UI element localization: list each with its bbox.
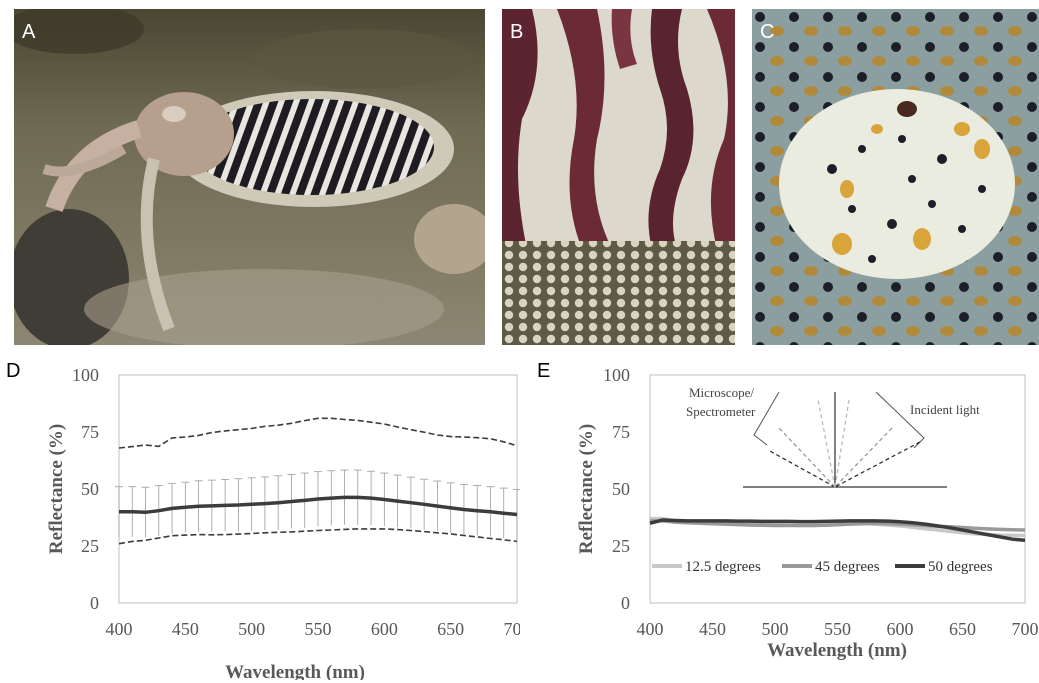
x-tick-label: 700 <box>1012 619 1039 639</box>
inset-left-bracket <box>753 391 780 446</box>
x-tick-label: 500 <box>762 619 789 639</box>
reflectance-chart-d: 0 25 50 75 100 400 450 500 550 600 650 700 Reflect… <box>46 365 521 680</box>
y-tick-label: 0 <box>90 593 99 613</box>
x-axis-label: Wavelength (nm) <box>225 662 365 680</box>
panel-letter-c: C <box>760 21 775 43</box>
photo-panel-a: A <box>14 9 485 345</box>
x-axis-label: Wavelength (nm) <box>767 640 907 661</box>
inset-ray-4 <box>834 399 850 488</box>
inset-label-microscope: Microscope/ <box>689 385 754 400</box>
inset-ray-6 <box>834 441 921 488</box>
photo-panel-b: B <box>502 9 735 345</box>
legend-label: 50 degrees <box>928 559 993 575</box>
panel-letter-d: D <box>6 360 21 382</box>
cuttlefish-photo <box>14 9 485 345</box>
y-tick-label: 25 <box>81 536 99 556</box>
y-tick-label: 50 <box>81 479 99 499</box>
series-line-1 <box>119 495 518 517</box>
measurement-geometry-inset: Microscope/ Spectrometer Incident light <box>686 385 980 488</box>
y-tick-label: 100 <box>72 365 99 385</box>
inset-label-incident-light: Incident light <box>910 402 980 417</box>
inset-ray-2 <box>778 427 836 488</box>
y-tick-label: 0 <box>621 593 630 613</box>
legend: 12.5 degrees 45 degrees 50 degrees <box>652 559 993 575</box>
x-tick-label: 550 <box>305 619 332 639</box>
x-tick-label: 400 <box>637 619 664 639</box>
inset-ray-1 <box>767 449 836 488</box>
reflectance-chart-e: 0 25 50 75 100 400 450 500 550 600 650 700 Microsc… <box>576 365 1039 661</box>
y-axis-label: Reflectance (%) <box>46 424 67 554</box>
stripe-closeup-photo <box>502 9 735 345</box>
series-line-2 <box>118 417 518 449</box>
panel-letter-e: E <box>537 360 551 382</box>
x-tick-label: 600 <box>371 619 398 639</box>
x-tick-label: 650 <box>949 619 976 639</box>
series-line-3 <box>649 518 1026 543</box>
panel-letter-b: B <box>510 21 524 43</box>
legend-label: 45 degrees <box>815 559 880 575</box>
spotted-patch-photo <box>752 9 1039 345</box>
x-tick-label: 600 <box>887 619 914 639</box>
inset-right-bracket <box>875 391 925 449</box>
panel-letter-a: A <box>22 21 36 43</box>
x-tick-label: 550 <box>824 619 851 639</box>
y-tick-label: 50 <box>612 479 630 499</box>
inset-ray-3 <box>817 399 836 488</box>
y-axis-label: Reflectance (%) <box>576 424 597 554</box>
plot-frame <box>649 374 1026 604</box>
x-tick-label: 500 <box>238 619 265 639</box>
x-tick-label: 450 <box>172 619 199 639</box>
legend-label: 12.5 degrees <box>685 559 761 575</box>
series-line-2 <box>650 519 1026 532</box>
x-tick-label: 700 <box>504 619 521 639</box>
y-tick-label: 100 <box>603 365 630 385</box>
photo-panel-c: C <box>752 9 1039 345</box>
x-tick-label: 650 <box>437 619 464 639</box>
y-tick-label: 25 <box>612 536 630 556</box>
y-tick-label: 75 <box>612 422 630 442</box>
x-tick-label: 450 <box>699 619 726 639</box>
y-tick-label: 75 <box>81 422 99 442</box>
series-line-3 <box>118 528 518 545</box>
x-tick-label: 400 <box>106 619 133 639</box>
inset-label-spectrometer: Spectrometer <box>686 404 756 419</box>
